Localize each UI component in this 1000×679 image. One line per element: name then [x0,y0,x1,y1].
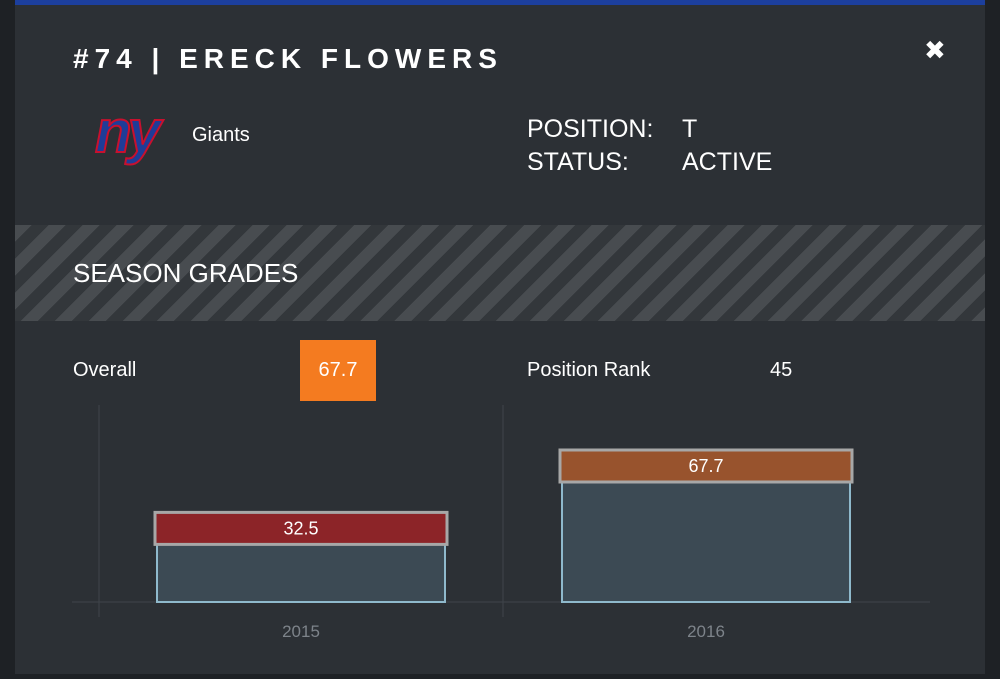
grade-chart: 32.5 2015 67.7 2016 [72,405,930,641]
status-value: ACTIVE [682,148,773,176]
player-title: #74 | ERECK FLOWERS [73,43,503,74]
bar-label-box [558,448,854,484]
section-band [15,225,985,321]
section-title: SEASON GRADES [73,258,299,288]
rank-value: 45 [770,359,793,381]
team-logo: ny [94,97,162,166]
position-value: T [682,115,698,143]
status-label: STATUS: [527,148,629,176]
x-tick-label: 2016 [687,622,725,641]
overall-grade: 67.7 [300,340,376,401]
bar [561,481,851,603]
bar-label: 32.5 [283,518,318,538]
position-label: POSITION: [527,115,654,143]
x-tick-label: 2015 [282,622,320,641]
bar-label-box [153,510,449,546]
bar-label: 67.7 [688,456,723,476]
team-name: Giants [192,124,250,146]
rank-label: Position Rank [527,359,651,381]
player-modal: #74 | ERECK FLOWERS ✖ ny Giants POSITION… [15,0,985,674]
close-button[interactable]: ✖ [924,35,946,65]
overall-label: Overall [73,359,137,381]
bar [156,543,446,603]
